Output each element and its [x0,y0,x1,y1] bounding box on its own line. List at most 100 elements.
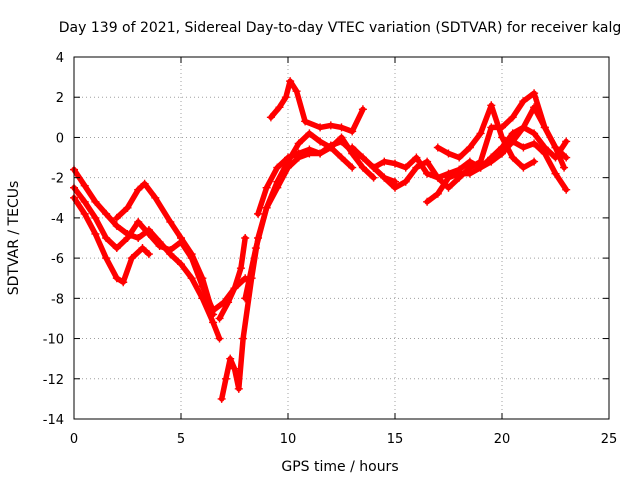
data-point [187,250,196,259]
data-point [80,209,89,218]
y-tick-label: -2 [51,172,64,187]
data-point [151,193,160,202]
y-axis-label: SDTVAR / TECUs [6,181,22,296]
data-point [562,137,571,146]
data-point [239,334,248,343]
data-point [358,105,367,114]
data-point [305,145,314,154]
x-tick-label: 20 [494,432,511,447]
data-point [401,177,410,186]
data-point [112,244,121,253]
y-tick-label: 0 [56,131,64,146]
data-point [221,374,230,383]
data-point [560,163,569,172]
data-point [326,141,335,150]
data-point [487,101,496,110]
data-point [476,163,485,172]
data-point [134,185,143,194]
data-point [215,314,224,323]
data-point [251,244,260,253]
data-point [519,97,528,106]
axis-ticks: 0 5 10 15 20 25 -14 -12 -10 -8 -6 -4 -2 0 2 4 [43,51,618,447]
data-point [254,209,263,218]
data-point [138,244,147,253]
data-point [166,246,175,255]
data-point [401,163,410,172]
data-point [177,260,185,269]
series-track-4 [112,179,218,319]
data-point [91,229,100,238]
data-point [262,203,271,212]
data-point [286,77,295,86]
data-point [423,157,432,166]
data-point [123,203,132,212]
data-point [487,153,496,162]
data-point [273,177,282,186]
data-point [391,183,399,192]
data-point [102,234,111,242]
data-point [380,173,389,182]
series-line [435,102,537,171]
data-point [241,294,250,303]
series-track-13 [433,101,539,172]
data-point [273,163,282,172]
data-point [348,163,357,172]
data-point [127,254,136,263]
y-tick-label: -4 [51,212,64,227]
data-point [326,121,335,130]
data-point [465,143,474,152]
data-point [305,129,314,138]
data-point [530,129,539,138]
data-point [433,189,442,198]
y-tick-label: -10 [43,333,64,348]
data-series [70,77,571,403]
data-point [134,234,143,242]
data-point [369,163,378,172]
data-point [123,234,132,242]
data-point [209,318,218,327]
data-point [316,137,325,146]
data-point [284,153,292,162]
data-point [348,127,357,136]
series-track-14 [487,123,571,162]
data-point [562,185,571,194]
data-point [112,213,121,222]
data-point [266,113,275,122]
x-tick-label: 0 [70,432,78,447]
data-point [80,197,89,206]
data-point [80,181,89,190]
data-point [530,89,539,98]
series-line [488,124,569,161]
data-point [423,169,432,178]
data-point [444,173,453,182]
chart-title: Day 139 of 2021, Sidereal Day-to-day VTE… [59,20,621,36]
data-point [337,153,346,162]
data-point [275,103,284,112]
data-point [358,163,367,172]
data-point [198,274,207,283]
data-point [551,169,560,178]
data-point [412,153,421,162]
data-point [230,364,239,373]
data-point [134,217,143,226]
data-point [140,179,149,188]
x-axis-label: GPS time / hours [281,459,398,475]
data-point [91,213,100,222]
data-point [234,384,243,393]
data-point [187,274,196,283]
x-tick-label: 5 [177,432,185,447]
y-tick-label: -14 [43,413,64,428]
data-point [519,163,528,172]
data-point [177,234,185,242]
data-point [455,169,464,178]
data-point [316,149,325,158]
data-point [540,123,549,132]
data-point [348,143,357,152]
data-point [562,153,571,162]
data-point [487,123,496,132]
data-point [241,234,250,242]
data-point [369,173,378,182]
data-point [91,197,100,206]
data-point [155,242,164,251]
x-tick-label: 25 [601,432,618,447]
